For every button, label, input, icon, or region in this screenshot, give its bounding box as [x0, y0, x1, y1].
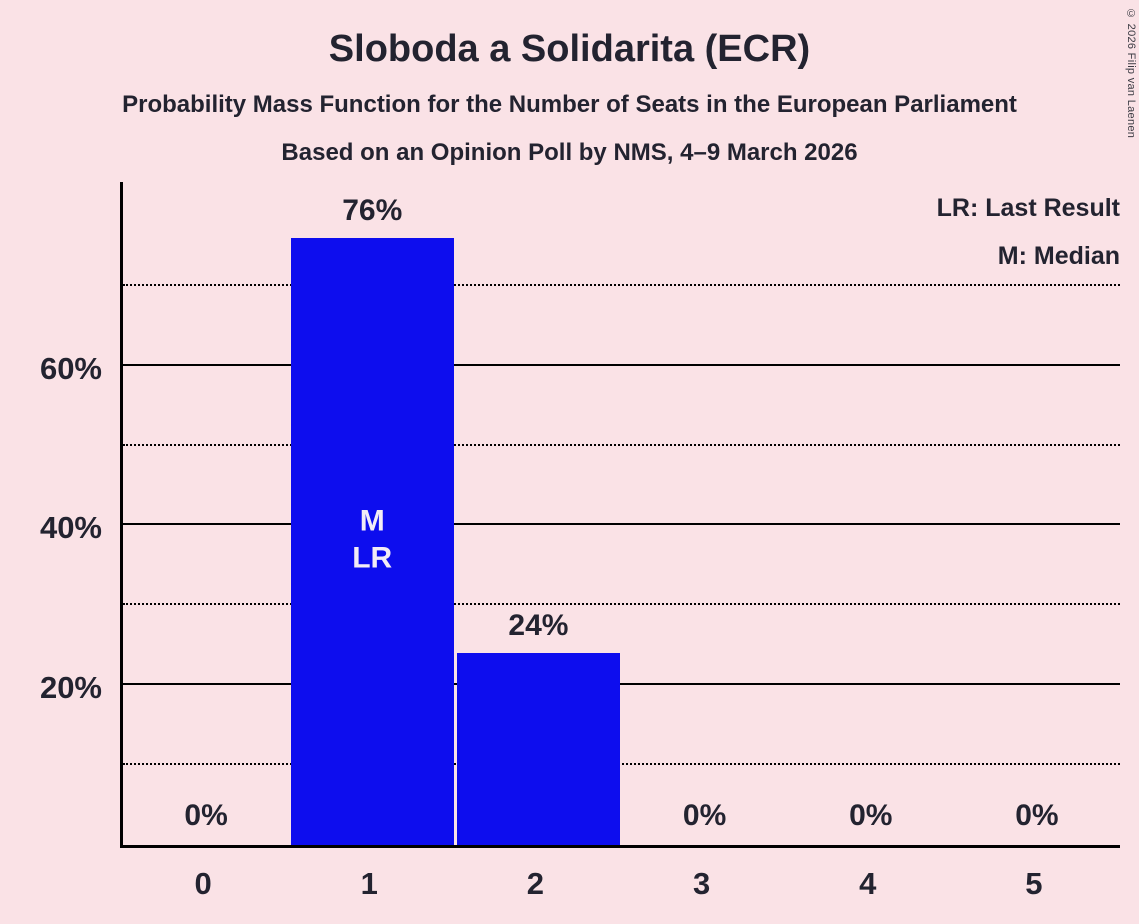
bar-value-label-3: 0%	[682, 799, 727, 832]
x-tick-label-5: 5	[1025, 866, 1043, 901]
x-tick-label-1: 1	[360, 866, 378, 901]
chart-subtitle: Probability Mass Function for the Number…	[122, 91, 1017, 118]
gridline-solid	[123, 523, 1120, 526]
y-axis: 20% 40% 60%	[0, 182, 102, 848]
bar-value-label-5: 0%	[1015, 799, 1059, 832]
gridline-dotted	[123, 443, 1120, 446]
x-axis: 0 1 2 3 4 5	[120, 866, 1120, 916]
x-tick-label-4: 4	[859, 866, 877, 901]
bar-value-label-1: 76%	[342, 193, 403, 227]
y-tick-label-60: 60%	[39, 350, 102, 386]
gridline-dotted	[123, 763, 1120, 766]
annotation-line: M	[359, 504, 385, 538]
chart-subtitle-poll-info: Based on an Opinion Poll by NMS, 4–9 Mar…	[281, 139, 858, 166]
median-last-result-annotation: M LR	[291, 503, 454, 577]
bar-value-label-0: 0%	[184, 799, 228, 832]
gridline-solid	[123, 363, 1120, 366]
gridline-dotted	[123, 603, 1120, 606]
bar-seats-1: M LR	[290, 237, 454, 845]
copyright-notice: © 2026 Filip van Laenen	[1125, 8, 1137, 139]
plot-area: 0% M LR 76% 24% 0% 0% 0%	[120, 182, 1120, 848]
legend-median: M: Median	[997, 242, 1120, 270]
y-tick-label-20: 20%	[39, 670, 102, 706]
x-tick-label-3: 3	[692, 866, 711, 901]
annotation-line: LR	[352, 541, 393, 575]
x-tick-label-2: 2	[526, 866, 545, 901]
legend-last-result: LR: Last Result	[936, 194, 1120, 222]
chart-title: Sloboda a Solidarita (ECR)	[328, 28, 811, 70]
y-tick-label-40: 40%	[39, 510, 102, 546]
legend: LR: Last Result M: Median	[937, 184, 1120, 280]
gridline-dotted	[123, 283, 1120, 286]
gridline-solid	[123, 683, 1120, 686]
bar-value-label-4: 0%	[849, 799, 893, 832]
x-tick-label-0: 0	[194, 866, 212, 901]
bar-value-label-2: 24%	[508, 609, 569, 643]
bar-seats-2	[456, 653, 620, 845]
